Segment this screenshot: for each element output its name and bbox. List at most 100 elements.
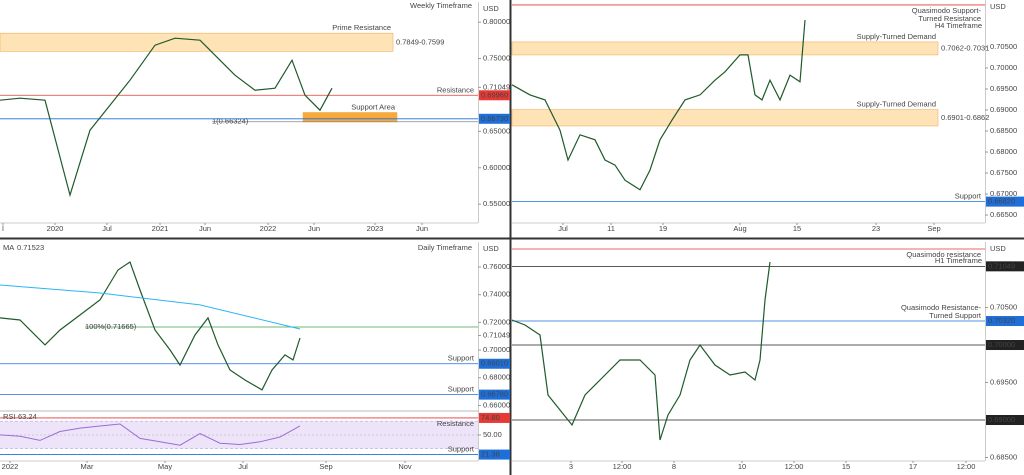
price-label-box [479, 358, 510, 369]
y-tick-label: 0.69500 [990, 377, 1017, 386]
y-tick-label: 0.72000 [483, 317, 510, 326]
unit-label: USD [483, 244, 499, 253]
price-label-box [479, 389, 510, 400]
y-tick-label: 0.66000 [483, 400, 510, 409]
x-tick-label: 2022 [260, 224, 277, 233]
price-label: 0.71049 [988, 261, 1015, 270]
y-tick-label: 0.71049 [483, 82, 510, 91]
y-tick-label: 0.60000 [483, 163, 510, 172]
panel-title: H1 Timeframe [935, 256, 982, 265]
x-tick-label: 12:00 [957, 462, 976, 471]
x-tick-label: 17 [909, 462, 917, 471]
rsi-name: RSI [3, 412, 16, 421]
price-label: 74.80 [481, 413, 500, 422]
price-label: 0.69010 [481, 359, 508, 368]
x-tick-label: Jul [102, 224, 112, 233]
x-tick-label: 10 [738, 462, 746, 471]
y-tick-label: 0.76000 [483, 262, 510, 271]
unit-label: USD [990, 244, 1006, 253]
legend-name: MA [3, 243, 14, 252]
y-tick-label: 0.66500 [990, 210, 1017, 219]
x-tick-label: Sep [319, 462, 332, 471]
price-label-box [986, 340, 1024, 351]
x-tick-label: 12:00 [613, 462, 632, 471]
annotation-text: Support [955, 192, 982, 201]
y-tick-label: 0.70000 [483, 345, 510, 354]
x-tick-label: 15 [842, 462, 850, 471]
x-tick-label: Jun [308, 224, 320, 233]
x-tick-label: 2023 [367, 224, 384, 233]
annotation-text: Support [448, 445, 475, 454]
x-tick-label: 2020 [47, 224, 64, 233]
annotation-text: Turned Resistance [918, 14, 981, 23]
annotation-text: Support [448, 354, 475, 363]
panel-title: H4 Timeframe [935, 21, 982, 30]
x-tick-label: 11 [607, 224, 615, 233]
x-tick-label: 2021 [152, 224, 169, 233]
y-tick-label: 0.71049 [483, 331, 510, 340]
x-tick-label: Jul [558, 224, 568, 233]
price-label: 21.38 [481, 450, 500, 459]
zone-text: Support Area [351, 102, 396, 111]
zone [511, 41, 939, 56]
price-label: 0.66820 [988, 197, 1015, 206]
zone-range-label: 0.7849-0.7599 [396, 37, 444, 46]
indicator-line [0, 284, 301, 330]
price-label: 0.70320 [988, 316, 1015, 325]
annotation-text: Quasimodo Resistance- [901, 303, 982, 312]
y-tick-label: 0.68000 [483, 373, 510, 382]
price-line [511, 20, 806, 191]
x-tick-label: Aug [733, 224, 746, 233]
legend-value: 0.71523 [17, 243, 44, 252]
price-label-box [986, 261, 1024, 272]
x-tick-label: 23 [872, 224, 880, 233]
annotation-text: 1(0.66324) [212, 117, 249, 126]
zone [511, 109, 939, 127]
y-tick-label: 0.70500 [990, 303, 1017, 312]
y-tick-label: 0.70500 [990, 42, 1017, 51]
annotation-text: Quasimodo resistance [906, 250, 981, 259]
price-label: 0.66780 [481, 390, 508, 399]
x-tick-label: l [2, 224, 4, 233]
unit-label: USD [990, 2, 1006, 11]
panel-title: Daily Timeframe [418, 243, 472, 252]
x-tick-label: Sep [927, 224, 940, 233]
annotation-text: 100%(0.71665) [85, 322, 137, 331]
price-label: 0.69000 [988, 415, 1015, 424]
x-tick-label: Jun [416, 224, 428, 233]
zone-range-label: 0.7062-0.7031 [941, 43, 989, 52]
annotation-text: Turned Support [929, 311, 982, 320]
annotation-text: Resistance [437, 85, 474, 94]
zone-text: Supply-Turned Demand [857, 32, 936, 41]
x-tick-label: 15 [793, 224, 801, 233]
x-tick-label: 3 [569, 462, 573, 471]
zone-text: Supply-Turned Demand [857, 100, 936, 109]
x-tick-label: 8 [672, 462, 676, 471]
y-tick-label: 0.55000 [483, 199, 510, 208]
price-label-box [479, 113, 510, 124]
x-tick-label: Nov [398, 462, 412, 471]
annotation-text: Resistance [437, 419, 474, 428]
zone [302, 112, 398, 123]
y-tick-label: 0.75000 [483, 54, 510, 63]
price-label-box [479, 449, 510, 460]
y-tick-label: 0.68500 [990, 452, 1017, 461]
annotation-text: Quasimodo Support- [912, 6, 982, 15]
y-tick-label: 0.80000 [483, 17, 510, 26]
x-tick-label: Mar [81, 462, 94, 471]
y-tick-label: 0.68500 [990, 126, 1017, 135]
y-tick-label: 0.74000 [483, 290, 510, 299]
y-tick-label: 0.70000 [990, 63, 1017, 72]
x-tick-label: May [158, 462, 172, 471]
price-label-box [479, 412, 510, 423]
y-tick-label: 0.68000 [990, 147, 1017, 156]
y-tick-label: 0.65000 [483, 126, 510, 135]
y-tick-label: 0.69000 [990, 105, 1017, 114]
price-label: 0.69960 [481, 90, 508, 99]
x-tick-label: Jun [199, 224, 211, 233]
price-line [0, 261, 301, 391]
price-label: 0.66730 [481, 114, 508, 123]
price-label-box [986, 316, 1024, 327]
x-tick-label: 2022 [2, 462, 19, 471]
